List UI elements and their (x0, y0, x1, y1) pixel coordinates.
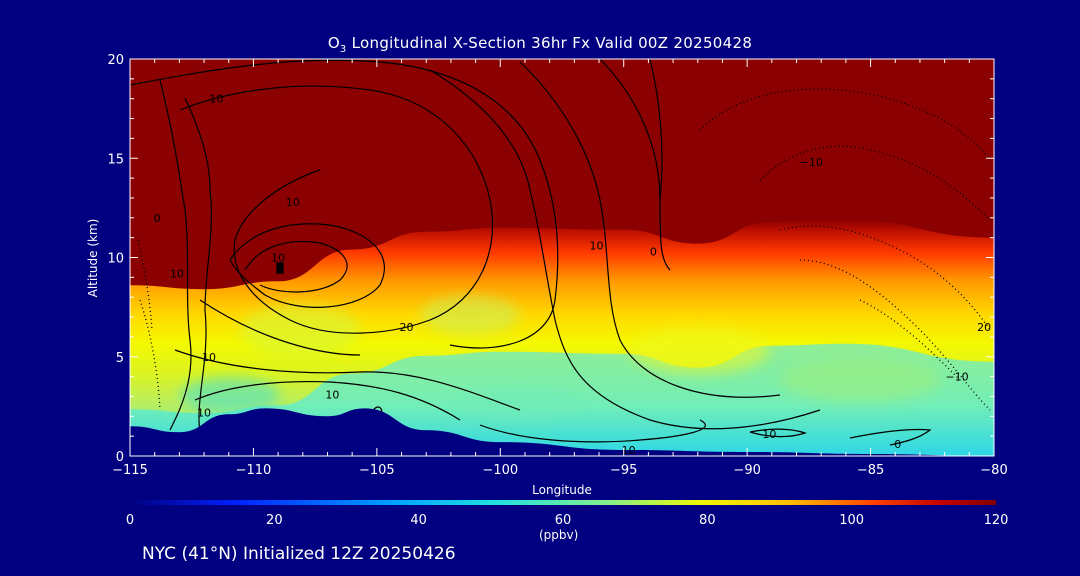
contour-label: 10 (209, 93, 223, 106)
x-tick-label: −100 (482, 463, 518, 478)
title-rest: Longitudinal X-Section 36hr Fx Valid 00Z… (346, 34, 753, 52)
colorbar-tick-label: 120 (984, 513, 1009, 528)
colorbar-tick-label: 0 (126, 513, 134, 528)
y-tick-label: 10 (107, 252, 124, 267)
colorbar-tick-label: 80 (699, 513, 716, 528)
contour-label: 10 (622, 444, 636, 457)
plot-area: 10 0 10 10 10 20 10 10 10 10 0 −10 20 −10 10 10 0 (130, 59, 994, 457)
x-tick-label: −85 (857, 463, 884, 478)
colorbar-tick-label: 60 (555, 513, 572, 528)
y-axis-label: Altitude (km) (86, 219, 100, 298)
contour-label: 10 (286, 196, 300, 209)
y-tick-label: 5 (116, 351, 124, 366)
terrain (130, 408, 994, 456)
y-tick-label: 20 (107, 53, 124, 68)
title-subscript: 3 (339, 44, 347, 55)
colorbar-tick-labels: 0 20 40 60 80 100 120 (126, 513, 1009, 528)
axis-ticks (129, 58, 995, 457)
chart-title: O3 Longitudinal X-Section 36hr Fx Valid … (0, 34, 1080, 55)
colorbar-tick-label: 20 (266, 513, 283, 528)
title-species: O (327, 34, 340, 52)
contour-label: 10 (762, 428, 776, 441)
contour-label: 10 (325, 388, 339, 401)
negative-contour-lines (137, 88, 991, 411)
x-tick-label: −95 (610, 463, 637, 478)
contour-label: 10 (197, 406, 211, 419)
x-tick-label: −90 (733, 463, 760, 478)
contour-label: 10 (271, 252, 285, 265)
contour-label: 0 (894, 438, 901, 451)
contour-label: −10 (800, 156, 823, 169)
contour-label: 0 (650, 246, 657, 259)
x-tick-labels: −115 −110 −105 −100 −95 −90 −85 −80 (112, 463, 1008, 478)
x-tick-label: −80 (980, 463, 1007, 478)
colorbar-tick-label: 40 (410, 513, 427, 528)
contour-labels: 10 0 10 10 10 20 10 10 10 10 0 −10 20 −10 10 10 0 (154, 93, 991, 457)
y-tick-label: 15 (107, 152, 124, 167)
colorbar-unit: (ppbv) (539, 528, 579, 542)
ozone-patches (180, 295, 940, 419)
contour-label: −10 (945, 371, 968, 384)
x-axis-label: Longitude (532, 483, 592, 497)
colorbar-tick-label: 100 (839, 513, 864, 528)
contour-label: 10 (590, 240, 604, 253)
contour-label: 10 (170, 267, 184, 280)
x-tick-label: −110 (236, 463, 272, 478)
contour-label: 10 (202, 351, 216, 364)
y-tick-labels: 0 5 10 15 20 (107, 53, 124, 465)
x-tick-label: −105 (359, 463, 395, 478)
y-tick-label: 0 (116, 450, 124, 465)
contour-lines (130, 59, 932, 446)
contour-label: 20 (977, 321, 991, 334)
contour-label: 0 (154, 212, 161, 225)
x-tick-label: −115 (112, 463, 148, 478)
colorbar (130, 500, 996, 505)
footer-label: NYC (41°N) Initialized 12Z 20250426 (142, 544, 456, 564)
contour-label: 20 (399, 321, 413, 334)
